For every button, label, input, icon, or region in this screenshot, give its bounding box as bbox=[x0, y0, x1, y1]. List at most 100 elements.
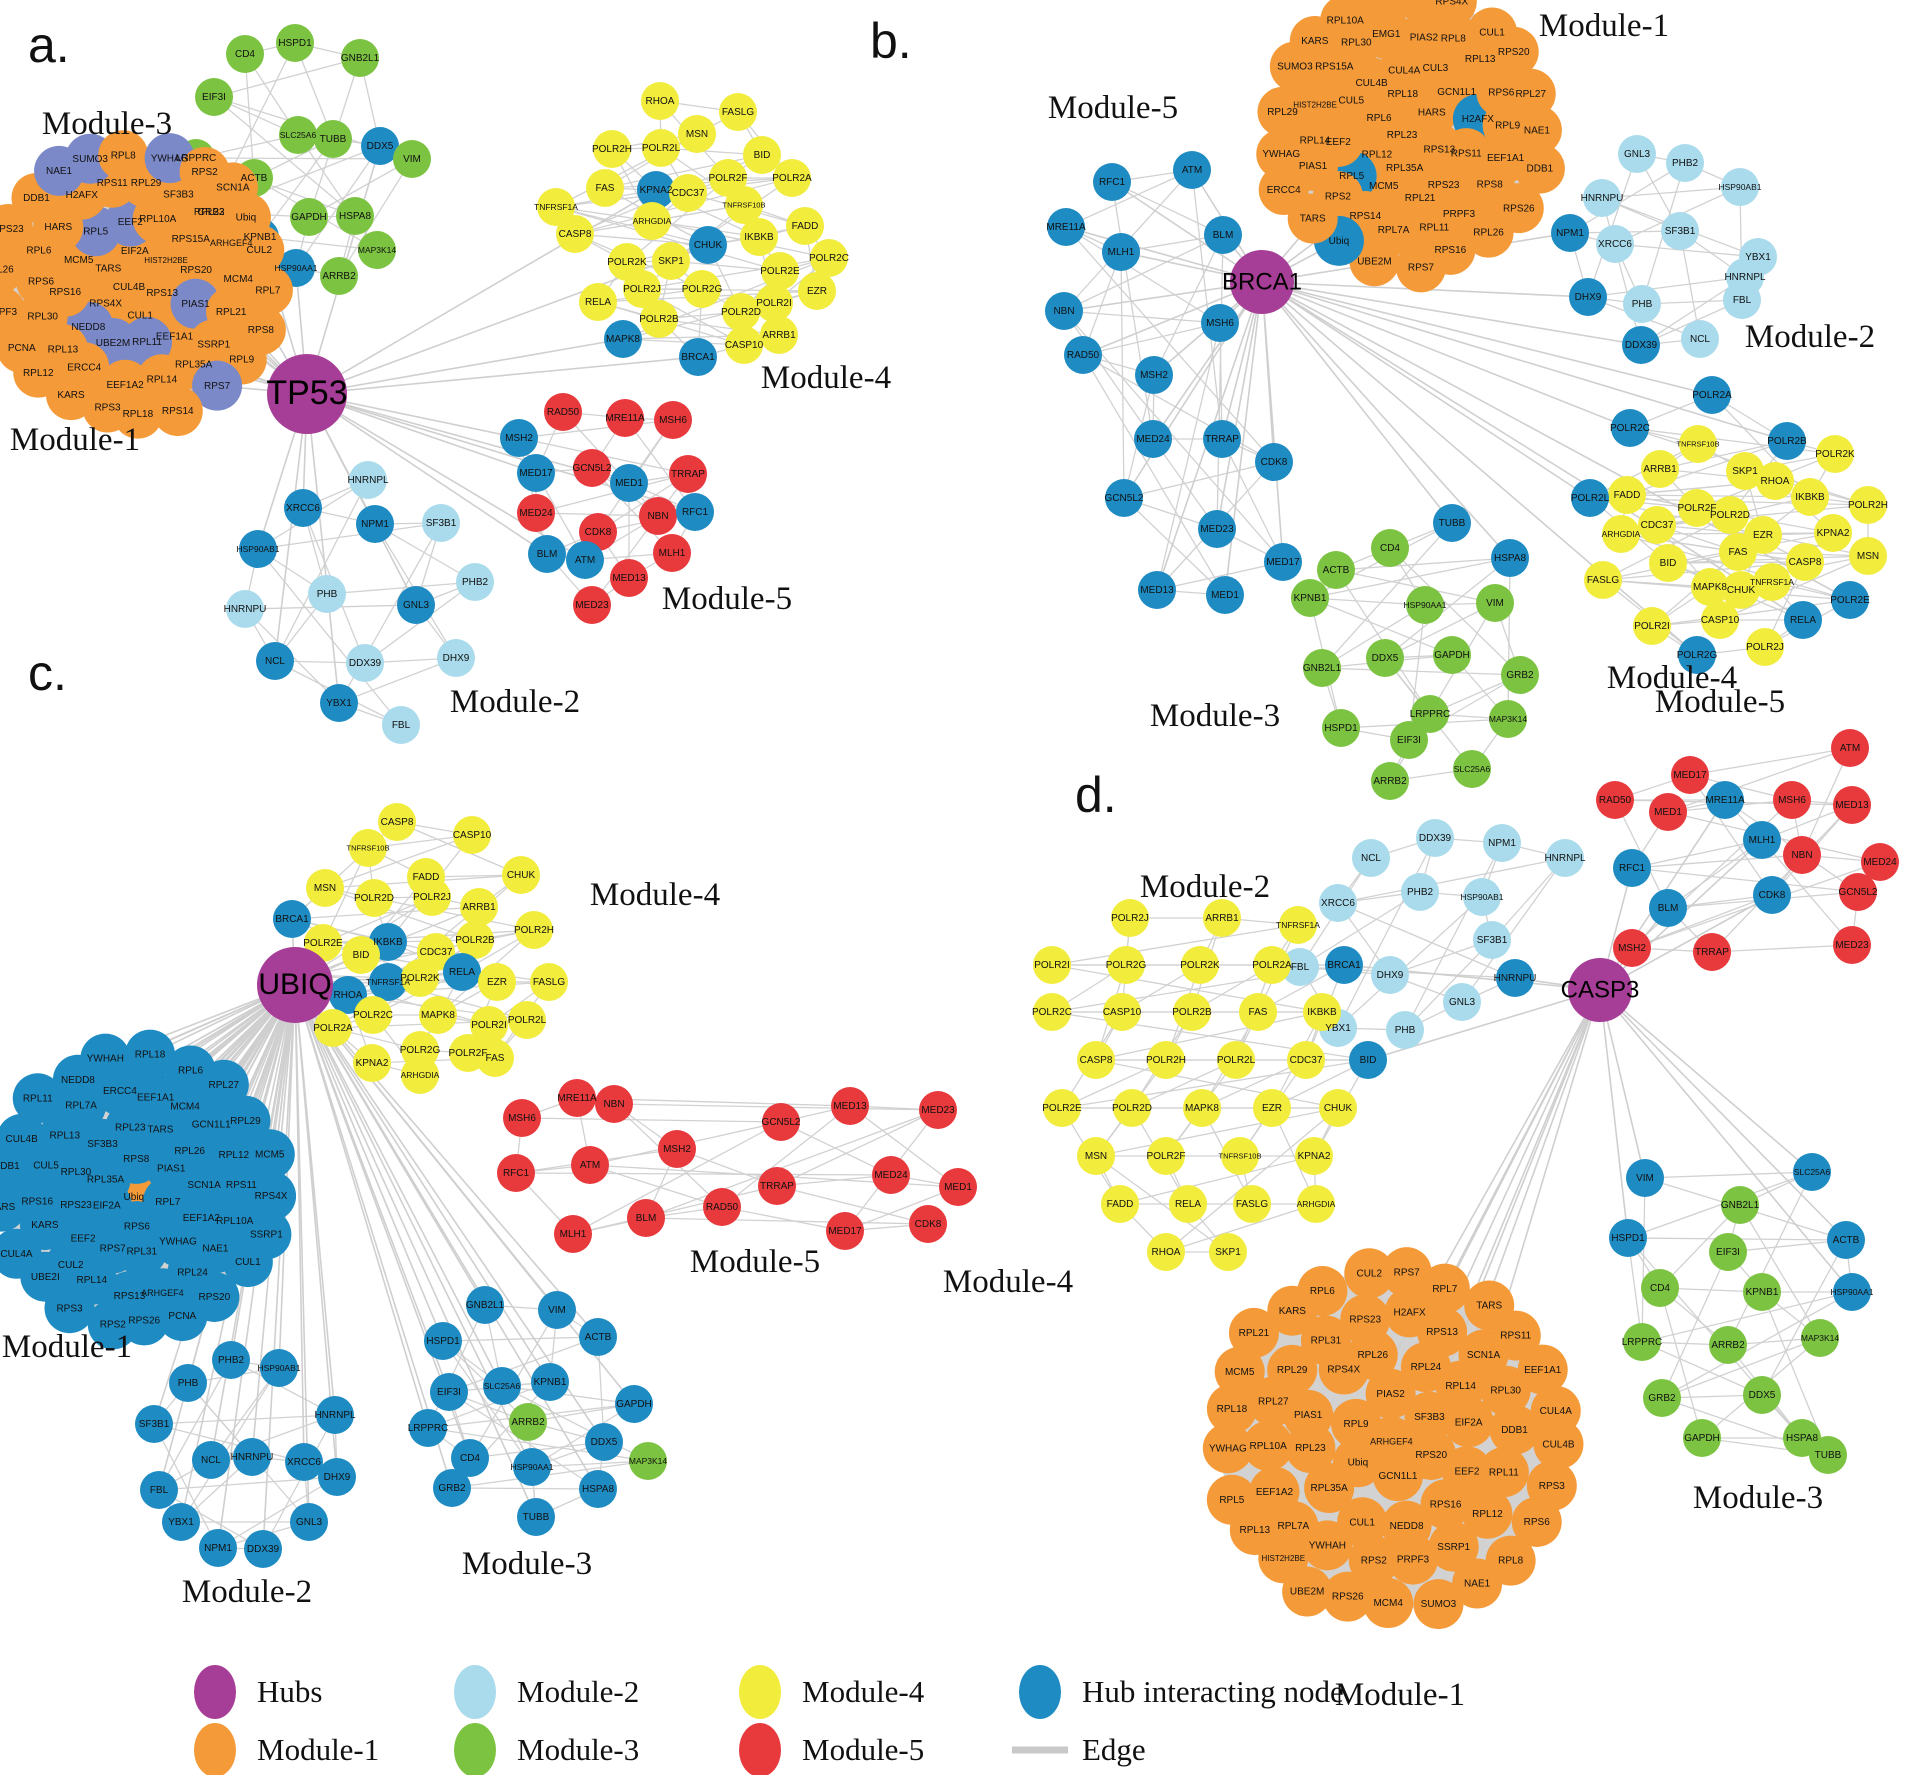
hub-edge bbox=[294, 984, 503, 1387]
edge bbox=[574, 233, 709, 246]
edge bbox=[1321, 604, 1426, 669]
edge bbox=[257, 522, 442, 550]
node-msh6 bbox=[1201, 304, 1239, 342]
node-faslg bbox=[1233, 1185, 1271, 1223]
node-phb bbox=[308, 575, 346, 613]
node-rad50 bbox=[544, 393, 582, 431]
node-ywhah bbox=[80, 1033, 131, 1084]
node-kpna2 bbox=[1295, 1137, 1333, 1175]
edge bbox=[1689, 774, 1773, 896]
node-med23 bbox=[1198, 510, 1236, 548]
node-eef2 bbox=[1441, 1446, 1492, 1497]
node-ddx5 bbox=[1743, 1376, 1781, 1414]
node-faslg bbox=[719, 93, 757, 131]
edge bbox=[1221, 438, 1284, 563]
node-slc25a6 bbox=[1793, 1153, 1831, 1191]
edge bbox=[213, 57, 361, 98]
node-gnb2l1 bbox=[1721, 1186, 1759, 1224]
node-eef1a2 bbox=[1249, 1466, 1300, 1517]
edge bbox=[1095, 1107, 1339, 1157]
node-rpl26 bbox=[0, 244, 24, 295]
edge bbox=[1095, 1059, 1339, 1109]
node-polr2b bbox=[1173, 993, 1211, 1031]
node-hspa8 bbox=[579, 1470, 617, 1508]
node-tnfrsf10b bbox=[1221, 1137, 1259, 1175]
node-pias2 bbox=[1365, 1368, 1416, 1419]
node-polr2a bbox=[314, 1009, 352, 1047]
node-fbl bbox=[382, 706, 420, 744]
edge bbox=[153, 1423, 305, 1463]
node-mre11a bbox=[606, 399, 644, 437]
node-gnl3 bbox=[397, 586, 435, 624]
node-gcn5l2 bbox=[1105, 479, 1143, 517]
module-label-module-5: Module-5 bbox=[1048, 90, 1178, 126]
node-ikbkb bbox=[740, 218, 778, 256]
node-rpl31 bbox=[1300, 1315, 1351, 1366]
node-skp1 bbox=[1726, 452, 1764, 490]
module-label-module-4: Module-4 bbox=[761, 360, 891, 396]
node-polr2l bbox=[1217, 1041, 1255, 1079]
module-label-module-5: Module-5 bbox=[690, 1244, 820, 1280]
module-label-module-1: Module-1 bbox=[2, 1329, 132, 1365]
node-atm bbox=[1831, 729, 1869, 767]
hub-edge bbox=[306, 393, 537, 474]
node-slc25a6 bbox=[483, 1367, 521, 1405]
hub-node-casp3 bbox=[1568, 958, 1632, 1022]
module-label-module-4: Module-4 bbox=[1607, 660, 1737, 696]
node-rpl27 bbox=[198, 1059, 249, 1110]
edge bbox=[262, 1414, 336, 1550]
node-hars bbox=[0, 1181, 27, 1232]
legend-swatch-module-2 bbox=[454, 1665, 496, 1719]
node-med17 bbox=[1264, 543, 1302, 581]
node-med23 bbox=[573, 586, 611, 624]
node-rps7 bbox=[1395, 242, 1446, 293]
hub-edge bbox=[1261, 281, 1788, 442]
node-eif2a bbox=[1443, 1397, 1494, 1448]
node-rfc1 bbox=[676, 493, 714, 531]
node-dhx9 bbox=[1371, 956, 1409, 994]
edge bbox=[451, 1487, 599, 1490]
hub-edge bbox=[1261, 281, 1713, 396]
node-rps4x bbox=[1426, 0, 1477, 27]
edge bbox=[1641, 1341, 1763, 1396]
edge bbox=[1120, 251, 1125, 499]
edge bbox=[1389, 547, 1521, 676]
node-polr2c bbox=[1033, 993, 1071, 1031]
node-ercc4 bbox=[1258, 164, 1309, 215]
hub-node-brca1 bbox=[1230, 250, 1294, 314]
node-casp8 bbox=[378, 803, 416, 841]
legend-label-module-3: Module-3 bbox=[517, 1732, 639, 1767]
node-actb bbox=[1827, 1221, 1865, 1259]
node-fas bbox=[586, 169, 624, 207]
node-mcm4 bbox=[1363, 1578, 1414, 1629]
node-dhx9 bbox=[1569, 278, 1607, 316]
hub-edge bbox=[294, 984, 338, 1478]
node-polr2b bbox=[640, 300, 678, 338]
module-label-module-5: Module-5 bbox=[1655, 684, 1785, 720]
node-med13 bbox=[610, 559, 648, 597]
node-cd4 bbox=[1371, 529, 1409, 567]
hub-edge bbox=[306, 338, 624, 395]
legend-swatch-hub-interacting-node bbox=[1019, 1665, 1061, 1719]
node-mlh1 bbox=[653, 534, 691, 572]
node-rps26 bbox=[119, 1295, 170, 1346]
node-rps11 bbox=[1490, 1310, 1541, 1361]
hub-edge bbox=[1216, 281, 1263, 530]
hub-edge bbox=[294, 984, 599, 1338]
node-chuk bbox=[1319, 1089, 1357, 1127]
node-arhgdia bbox=[401, 1056, 439, 1094]
node-tnfrsf1a bbox=[369, 963, 407, 1001]
node-dhx9 bbox=[318, 1458, 356, 1496]
node-prpf3 bbox=[1388, 1534, 1439, 1585]
legend-label-edge: Edge bbox=[1082, 1732, 1146, 1767]
node-cdc37 bbox=[669, 174, 707, 212]
node-npm1 bbox=[1551, 214, 1589, 252]
node-chuk bbox=[689, 226, 727, 264]
hub-edge bbox=[1063, 281, 1263, 312]
node-blm bbox=[1204, 216, 1242, 254]
node-hspd1 bbox=[1609, 1219, 1647, 1257]
node-med17 bbox=[826, 1212, 864, 1250]
node-gapdh bbox=[1683, 1419, 1721, 1457]
node-lrpprc bbox=[1411, 695, 1449, 733]
node-rpl9 bbox=[1331, 1398, 1382, 1449]
